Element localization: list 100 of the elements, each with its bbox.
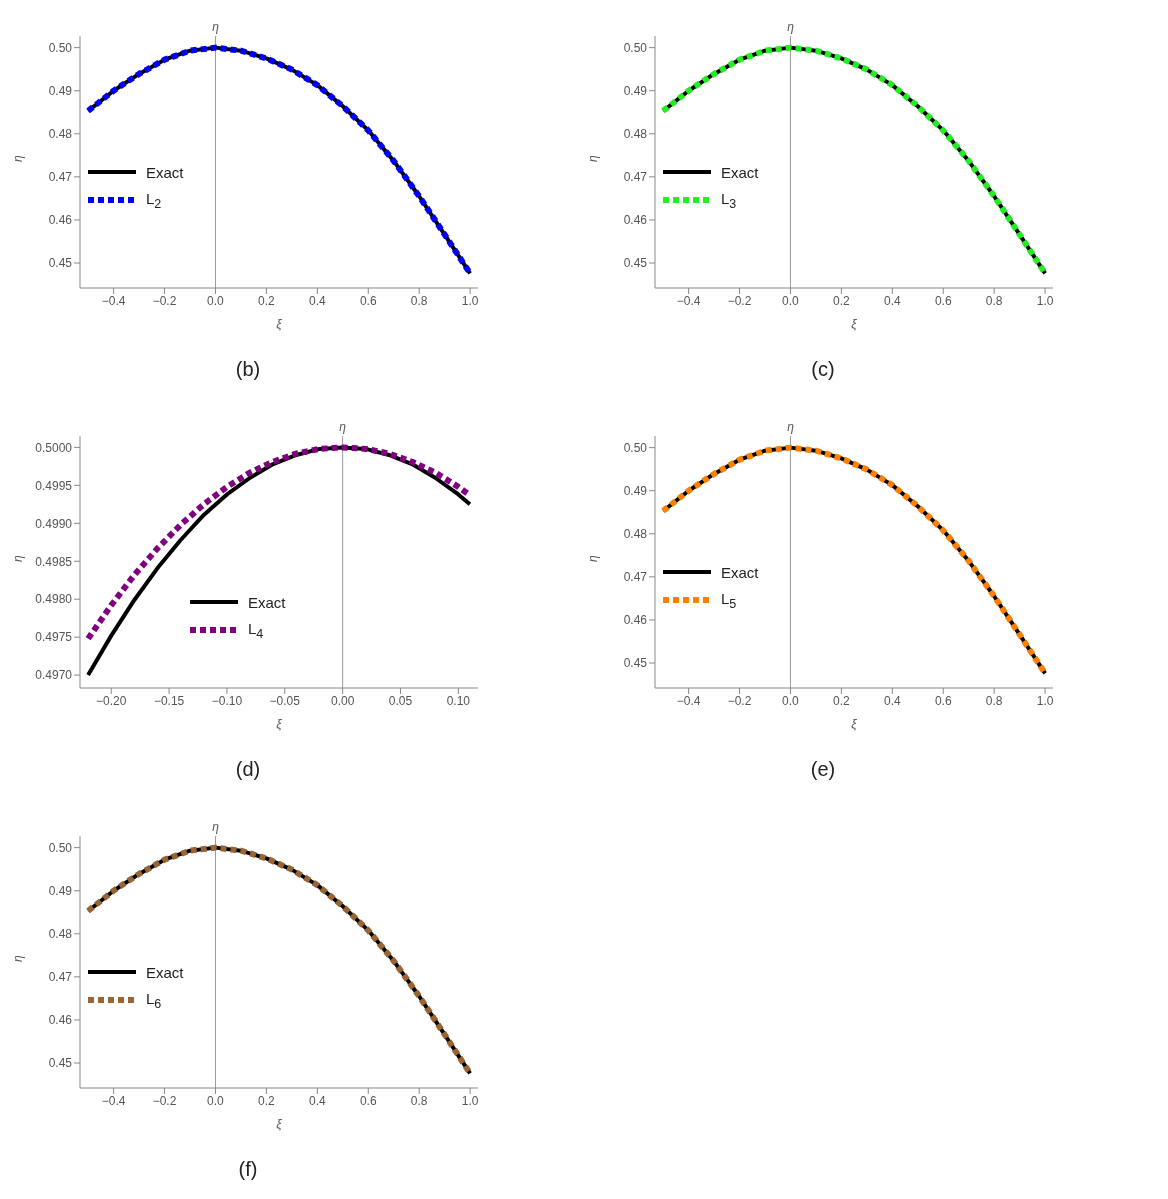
y-tick-label: 0.47 bbox=[623, 170, 648, 185]
x-tick-label: 0.6 bbox=[934, 693, 952, 708]
x-tick-label: −0.10 bbox=[211, 693, 243, 708]
y-tick-label: 0.50 bbox=[48, 840, 73, 855]
x-tick-label: 0.6 bbox=[359, 293, 377, 308]
y-tick-label: 0.4970 bbox=[35, 668, 73, 683]
y-tick-label: 0.49 bbox=[48, 883, 73, 898]
legend-label: Exact bbox=[721, 163, 759, 181]
x-tick-label: 0.2 bbox=[258, 293, 276, 308]
x-tick-label: 0.0 bbox=[782, 293, 800, 308]
x-tick-label: 0.4 bbox=[308, 293, 326, 308]
x-tick-label: 0.8 bbox=[410, 293, 428, 308]
y-tick-label: 0.49 bbox=[623, 483, 648, 498]
x-axis-title: ξ bbox=[276, 317, 283, 331]
y-tick-label: 0.49 bbox=[623, 83, 648, 98]
legend-label: L$_{3}$ bbox=[721, 189, 737, 211]
y-axis-title: η bbox=[586, 555, 601, 562]
x-tick-label: 0.8 bbox=[985, 693, 1003, 708]
y-tick-label: 0.48 bbox=[48, 927, 73, 942]
y-tick-label: 0.5000 bbox=[35, 440, 73, 455]
ref-line-label: η bbox=[787, 420, 795, 434]
y-axis-title: η bbox=[11, 155, 26, 162]
y-tick-label: 0.45 bbox=[48, 1056, 73, 1071]
x-tick-label: 0.00 bbox=[330, 693, 355, 708]
legend-label: Exact bbox=[248, 593, 286, 611]
legend-label: L$_{4}$ bbox=[248, 619, 264, 641]
y-axis-title: η bbox=[11, 555, 26, 562]
x-tick-label: 0.0 bbox=[207, 293, 225, 308]
x-tick-label: −0.2 bbox=[727, 693, 752, 708]
text: (b) bbox=[234, 358, 262, 381]
y-tick-label: 0.4975 bbox=[35, 630, 73, 645]
legend-label: Exact bbox=[146, 163, 184, 181]
y-tick-label: 0.46 bbox=[48, 1013, 73, 1028]
x-tick-label: 0.8 bbox=[410, 1093, 428, 1108]
y-tick-label: 0.49 bbox=[48, 83, 73, 98]
x-tick-label: −0.2 bbox=[152, 293, 177, 308]
ref-line-label: η bbox=[339, 420, 347, 434]
x-tick-label: 0.4 bbox=[883, 693, 901, 708]
x-tick-label: −0.4 bbox=[101, 293, 126, 308]
legend-label: Exact bbox=[146, 963, 184, 981]
y-tick-label: 0.48 bbox=[623, 127, 648, 142]
x-tick-label: −0.2 bbox=[152, 1093, 177, 1108]
x-tick-label: −0.2 bbox=[727, 293, 752, 308]
text: (d) bbox=[234, 758, 262, 781]
y-tick-label: 0.50 bbox=[48, 40, 73, 55]
x-tick-label: 1.0 bbox=[461, 293, 479, 308]
x-tick-label: 0.6 bbox=[934, 293, 952, 308]
y-tick-label: 0.47 bbox=[48, 970, 73, 985]
y-tick-label: 0.48 bbox=[48, 127, 73, 142]
legend-label: L$_{6}$ bbox=[146, 989, 162, 1011]
legend-label: L$_{2}$ bbox=[146, 189, 162, 211]
x-tick-label: 0.8 bbox=[985, 293, 1003, 308]
y-axis-title: η bbox=[11, 955, 26, 962]
y-tick-label: 0.4985 bbox=[35, 554, 73, 569]
y-tick-label: 0.4990 bbox=[35, 516, 73, 531]
y-tick-label: 0.47 bbox=[623, 570, 648, 585]
legend-label: Exact bbox=[721, 563, 759, 581]
x-tick-label: −0.4 bbox=[676, 693, 701, 708]
x-axis-title: ξ bbox=[851, 317, 858, 331]
x-tick-label: −0.20 bbox=[96, 693, 127, 708]
x-tick-label: 0.0 bbox=[207, 1093, 225, 1108]
x-axis-title: ξ bbox=[276, 717, 283, 731]
x-axis-title: ξ bbox=[276, 1117, 283, 1131]
x-tick-label: 1.0 bbox=[1036, 693, 1054, 708]
ref-line-label: η bbox=[787, 20, 795, 34]
text: (f) bbox=[237, 1158, 259, 1181]
x-tick-label: 0.2 bbox=[258, 1093, 276, 1108]
y-tick-label: 0.46 bbox=[48, 213, 73, 228]
legend-label: L$_{5}$ bbox=[721, 589, 737, 611]
y-tick-label: 0.50 bbox=[623, 440, 648, 455]
x-tick-label: 1.0 bbox=[461, 1093, 479, 1108]
y-tick-label: 0.50 bbox=[623, 40, 648, 55]
x-tick-label: 0.10 bbox=[446, 693, 471, 708]
x-tick-label: −0.4 bbox=[676, 293, 701, 308]
x-tick-label: 0.2 bbox=[833, 693, 851, 708]
y-tick-label: 0.46 bbox=[623, 613, 648, 628]
x-tick-label: 0.0 bbox=[782, 693, 800, 708]
y-axis-title: η bbox=[586, 155, 601, 162]
y-tick-label: 0.45 bbox=[48, 256, 73, 271]
x-tick-label: 1.0 bbox=[1036, 293, 1054, 308]
y-tick-label: 0.45 bbox=[623, 256, 648, 271]
x-tick-label: 0.4 bbox=[308, 1093, 326, 1108]
ref-line-label: η bbox=[212, 820, 220, 834]
y-tick-label: 0.4995 bbox=[35, 478, 73, 493]
ref-line-label: η bbox=[212, 20, 220, 34]
y-tick-label: 0.46 bbox=[623, 213, 648, 228]
y-tick-label: 0.4980 bbox=[35, 592, 73, 607]
y-tick-label: 0.47 bbox=[48, 170, 73, 185]
text: (e) bbox=[809, 758, 837, 781]
x-tick-label: 0.2 bbox=[833, 293, 851, 308]
x-axis-title: ξ bbox=[851, 717, 858, 731]
x-tick-label: −0.05 bbox=[269, 693, 301, 708]
x-tick-label: 0.4 bbox=[883, 293, 901, 308]
y-tick-label: 0.45 bbox=[623, 656, 648, 671]
x-tick-label: −0.15 bbox=[153, 693, 185, 708]
x-tick-label: −0.4 bbox=[101, 1093, 126, 1108]
text: (c) bbox=[810, 358, 836, 381]
x-tick-label: 0.05 bbox=[388, 693, 413, 708]
x-tick-label: 0.6 bbox=[359, 1093, 377, 1108]
y-tick-label: 0.48 bbox=[623, 527, 648, 542]
